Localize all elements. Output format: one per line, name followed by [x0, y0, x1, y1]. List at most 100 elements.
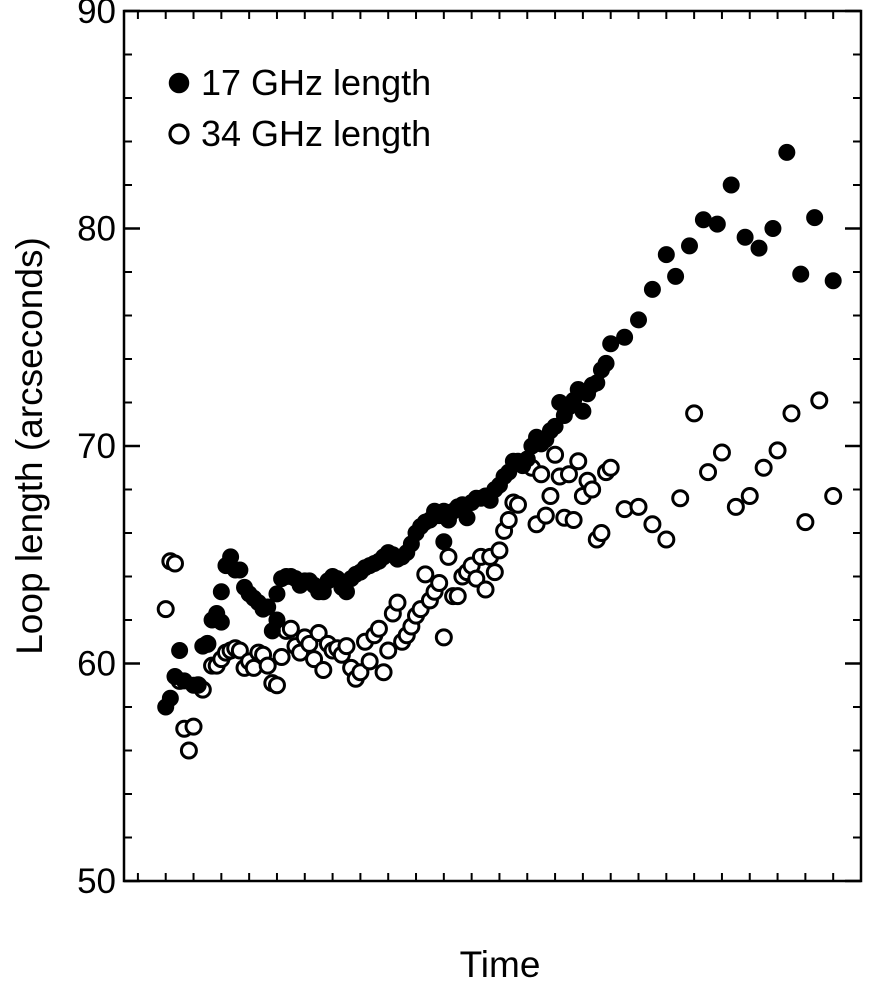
data-point-34ghz — [629, 497, 648, 516]
data-point-34ghz — [699, 463, 718, 482]
data-point-17ghz — [667, 267, 685, 285]
legend-marker-17ghz — [168, 72, 190, 94]
data-point-34ghz — [546, 445, 565, 464]
data-point-17ghz — [806, 209, 824, 227]
data-point-34ghz — [601, 458, 620, 477]
data-point-34ghz — [360, 652, 379, 671]
data-point-34ghz — [448, 587, 467, 606]
legend-label-34ghz: 34 GHz length — [201, 113, 431, 154]
data-point-17ghz — [458, 509, 476, 527]
x-axis-label: Time — [460, 944, 541, 984]
data-point-34ghz — [564, 510, 583, 529]
data-point-17ghz — [268, 611, 286, 629]
data-point-17ghz — [602, 335, 620, 353]
series-34ghz — [156, 391, 843, 760]
data-point-17ghz — [435, 533, 453, 551]
data-point-34ghz — [726, 497, 745, 516]
data-point-34ghz — [768, 441, 787, 460]
data-point-17ghz — [736, 228, 754, 246]
data-point-34ghz — [476, 580, 495, 599]
data-point-34ghz — [374, 663, 393, 682]
data-point-17ghz — [198, 635, 216, 653]
legend: 17 GHz length 34 GHz length — [168, 62, 431, 154]
data-point-17ghz — [597, 354, 615, 372]
data-point-34ghz — [281, 619, 300, 638]
data-point-34ghz — [314, 661, 333, 680]
data-point-34ghz — [467, 569, 486, 588]
data-point-34ghz — [351, 663, 370, 682]
legend-marker-34ghz — [168, 123, 190, 145]
data-point-34ghz — [337, 637, 356, 656]
y-axis-label: Loop length (arcseconds) — [9, 237, 50, 655]
data-point-34ghz — [824, 487, 843, 506]
y-tick-label: 50 — [77, 862, 116, 901]
data-point-17ghz — [259, 598, 277, 616]
data-point-34ghz — [272, 647, 291, 666]
data-point-34ghz — [165, 554, 184, 573]
data-point-17ghz — [161, 689, 179, 707]
data-point-34ghz — [508, 495, 527, 514]
legend-label-17ghz: 17 GHz length — [201, 62, 431, 103]
data-point-34ghz — [439, 547, 458, 566]
data-point-17ghz — [630, 311, 648, 329]
data-point-34ghz — [657, 530, 676, 549]
data-point-34ghz — [309, 624, 328, 643]
data-point-34ghz — [532, 465, 551, 484]
data-point-34ghz — [541, 487, 560, 506]
data-point-17ghz — [212, 613, 230, 631]
data-point-34ghz — [796, 513, 815, 532]
major-ticks — [124, 9, 861, 883]
data-point-34ghz — [559, 465, 578, 484]
data-point-17ghz — [616, 328, 634, 346]
y-tick-label: 60 — [77, 645, 116, 684]
data-point-34ghz — [434, 628, 453, 647]
y-tick-label: 90 — [77, 0, 116, 31]
data-point-34ghz — [305, 650, 324, 669]
data-point-17ghz — [708, 215, 726, 233]
series-17ghz — [157, 143, 842, 716]
data-point-34ghz — [230, 641, 249, 660]
data-point-17ghz — [778, 143, 796, 161]
y-tick-label: 80 — [77, 210, 116, 249]
data-point-17ghz — [722, 176, 740, 194]
data-point-17ghz — [680, 237, 698, 255]
data-point-34ghz — [569, 452, 588, 471]
data-point-17ghz — [231, 561, 249, 579]
data-point-34ghz — [430, 574, 449, 593]
data-point-34ghz — [485, 563, 504, 582]
data-point-34ghz — [369, 619, 388, 638]
data-point-34ghz — [643, 515, 662, 534]
data-point-34ghz — [300, 634, 319, 653]
minor-ticks — [124, 10, 862, 882]
data-point-34ghz — [156, 600, 175, 619]
data-point-17ghz — [764, 220, 782, 237]
data-point-17ghz — [792, 265, 810, 283]
data-point-17ghz — [171, 641, 189, 659]
data-point-34ghz — [179, 741, 198, 760]
data-point-17ghz — [212, 583, 230, 601]
data-point-17ghz — [574, 402, 592, 420]
data-point-17ghz — [189, 676, 207, 694]
data-point-17ghz — [643, 280, 661, 298]
data-point-34ghz — [583, 480, 602, 499]
data-point-34ghz — [416, 565, 435, 584]
data-point-17ghz — [750, 239, 768, 257]
data-point-34ghz — [754, 458, 773, 477]
data-point-17ghz — [268, 585, 286, 603]
data-point-34ghz — [685, 404, 704, 423]
y-tick-labels: 50 60 70 80 90 — [77, 0, 116, 901]
data-point-34ghz — [671, 489, 690, 508]
data-point-34ghz — [184, 717, 203, 736]
data-point-34ghz — [379, 641, 398, 660]
data-point-34ghz — [592, 524, 611, 542]
data-point-34ghz — [499, 510, 518, 529]
data-point-34ghz — [782, 404, 801, 423]
data-point-34ghz — [388, 593, 407, 612]
data-point-34ghz — [536, 506, 555, 525]
data-point-34ghz — [267, 676, 286, 695]
data-point-34ghz — [712, 443, 731, 462]
data-point-34ghz — [258, 656, 277, 675]
data-point-17ghz — [546, 417, 564, 435]
